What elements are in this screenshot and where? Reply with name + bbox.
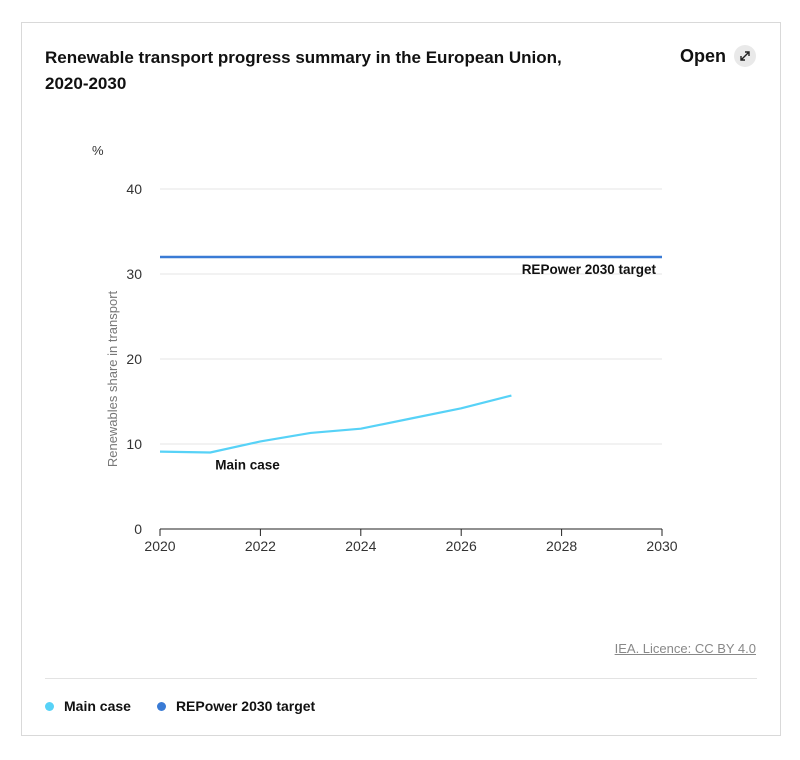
x-tick-label-2026: 2026 [446,538,477,554]
y-tick-label-10: 10 [126,436,142,452]
legend-label-main-case: Main case [64,698,131,714]
x-tick-label-2030: 2030 [646,538,677,554]
series-line-main-case [159,394,512,454]
legend-item-target[interactable]: REPower 2030 target [156,698,316,714]
x-tick-label-2022: 2022 [245,538,276,554]
chart-title: Renewable transport progress summary in … [45,48,562,93]
y-tick-label-0: 0 [134,521,142,537]
y-tick-label-40: 40 [126,181,142,197]
x-tick-label-2020: 2020 [144,538,175,554]
expand-icon[interactable] [734,45,756,67]
licence-link[interactable]: IEA. Licence: CC BY 4.0 [614,641,756,656]
x-tick-label-2028: 2028 [546,538,577,554]
open-button-label: Open [679,45,726,66]
y-axis-title: Renewables share in transport [105,290,120,467]
legend-dot-main-case [45,701,54,711]
y-tick-label-30: 30 [126,266,142,282]
annotation-target: REPower 2030 target [522,262,657,277]
y-unit-label: % [92,143,104,158]
annotation-main-case: Main case [215,458,280,473]
chart-card: Renewable transport progress summary in … [21,22,781,736]
divider [45,678,757,679]
y-tick-label-20: 20 [126,351,142,367]
legend: Main case REPower 2030 target [45,698,315,714]
legend-item-main-case[interactable]: Main case [45,698,131,714]
legend-label-target: REPower 2030 target [175,698,316,714]
open-button[interactable]: Open [680,45,756,67]
legend-dot-target [156,701,166,711]
x-tick-label-2024: 2024 [345,538,376,554]
